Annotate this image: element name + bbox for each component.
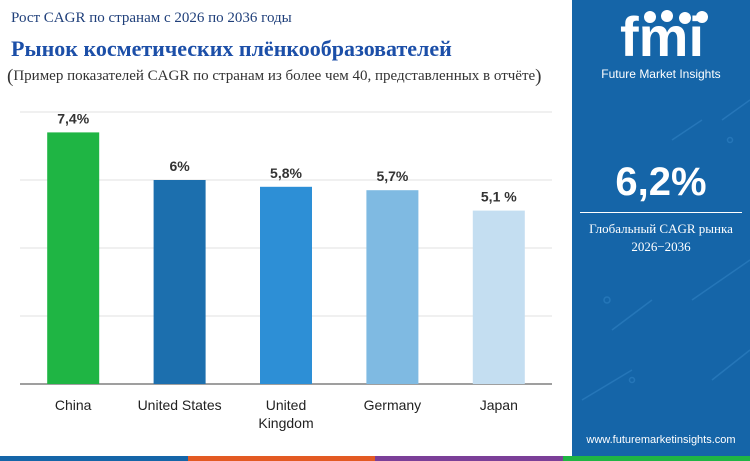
logo-subtitle: Future Market Insights bbox=[601, 67, 721, 81]
strip-segment-3 bbox=[562, 456, 750, 461]
global-cagr-label-line1: Глобальный CAGR рынка bbox=[589, 221, 733, 236]
bar-3 bbox=[366, 190, 419, 384]
data-label-0: 7,4% bbox=[57, 110, 89, 126]
sidebar-pattern bbox=[581, 99, 750, 401]
fmi-logo: fmi bbox=[620, 8, 708, 68]
global-cagr-value: 6,2% bbox=[615, 160, 707, 204]
data-label-4: 5,1 % bbox=[481, 189, 517, 205]
x-tick-label-4: Japan bbox=[480, 397, 518, 413]
website-link[interactable]: www.futuremarketinsights.com bbox=[586, 434, 736, 446]
note-close-paren: ) bbox=[535, 66, 542, 87]
bar-1 bbox=[153, 180, 206, 384]
global-cagr-label: Глобальный CAGR рынка 2026−2036 bbox=[572, 220, 750, 256]
divider bbox=[580, 212, 742, 213]
x-tick-label-1: United States bbox=[138, 397, 222, 413]
note-text: Пример показателей CAGR по странам из бо… bbox=[13, 68, 536, 84]
bar-0 bbox=[47, 132, 100, 384]
bar-2 bbox=[260, 186, 312, 384]
strip-segment-0 bbox=[0, 456, 188, 461]
globe-icon bbox=[644, 10, 708, 24]
global-cagr-label-line2: 2026−2036 bbox=[631, 239, 691, 254]
data-label-1: 6% bbox=[169, 158, 190, 174]
chart-note: (Пример показателей CAGR по странам из б… bbox=[7, 66, 542, 88]
note-open-paren: ( bbox=[7, 66, 14, 87]
bottom-color-strip bbox=[0, 456, 750, 461]
chart-subtitle: Рост CAGR по странам с 2026 по 2036 годы bbox=[11, 10, 292, 26]
bar-4 bbox=[472, 210, 525, 384]
strip-segment-1 bbox=[187, 456, 375, 461]
header: Рост CAGR по странам с 2026 по 2036 годы… bbox=[0, 0, 572, 100]
bar-chart: 7,4% China 6% United States 5,8% United Kingdo… bbox=[20, 110, 552, 431]
x-tick-label-0: China bbox=[55, 397, 92, 413]
sidebar: fmi Future Market Insights 6,2% Глобальн… bbox=[572, 0, 750, 456]
data-label-2: 5,8% bbox=[270, 165, 302, 181]
chart-title: Рынок косметических плёнкообразователей bbox=[11, 36, 452, 61]
x-tick-label-2: United Kingdom bbox=[258, 397, 313, 431]
data-label-3: 5,7% bbox=[376, 168, 408, 184]
strip-segment-2 bbox=[375, 456, 563, 461]
x-tick-label-3: Germany bbox=[364, 397, 422, 413]
